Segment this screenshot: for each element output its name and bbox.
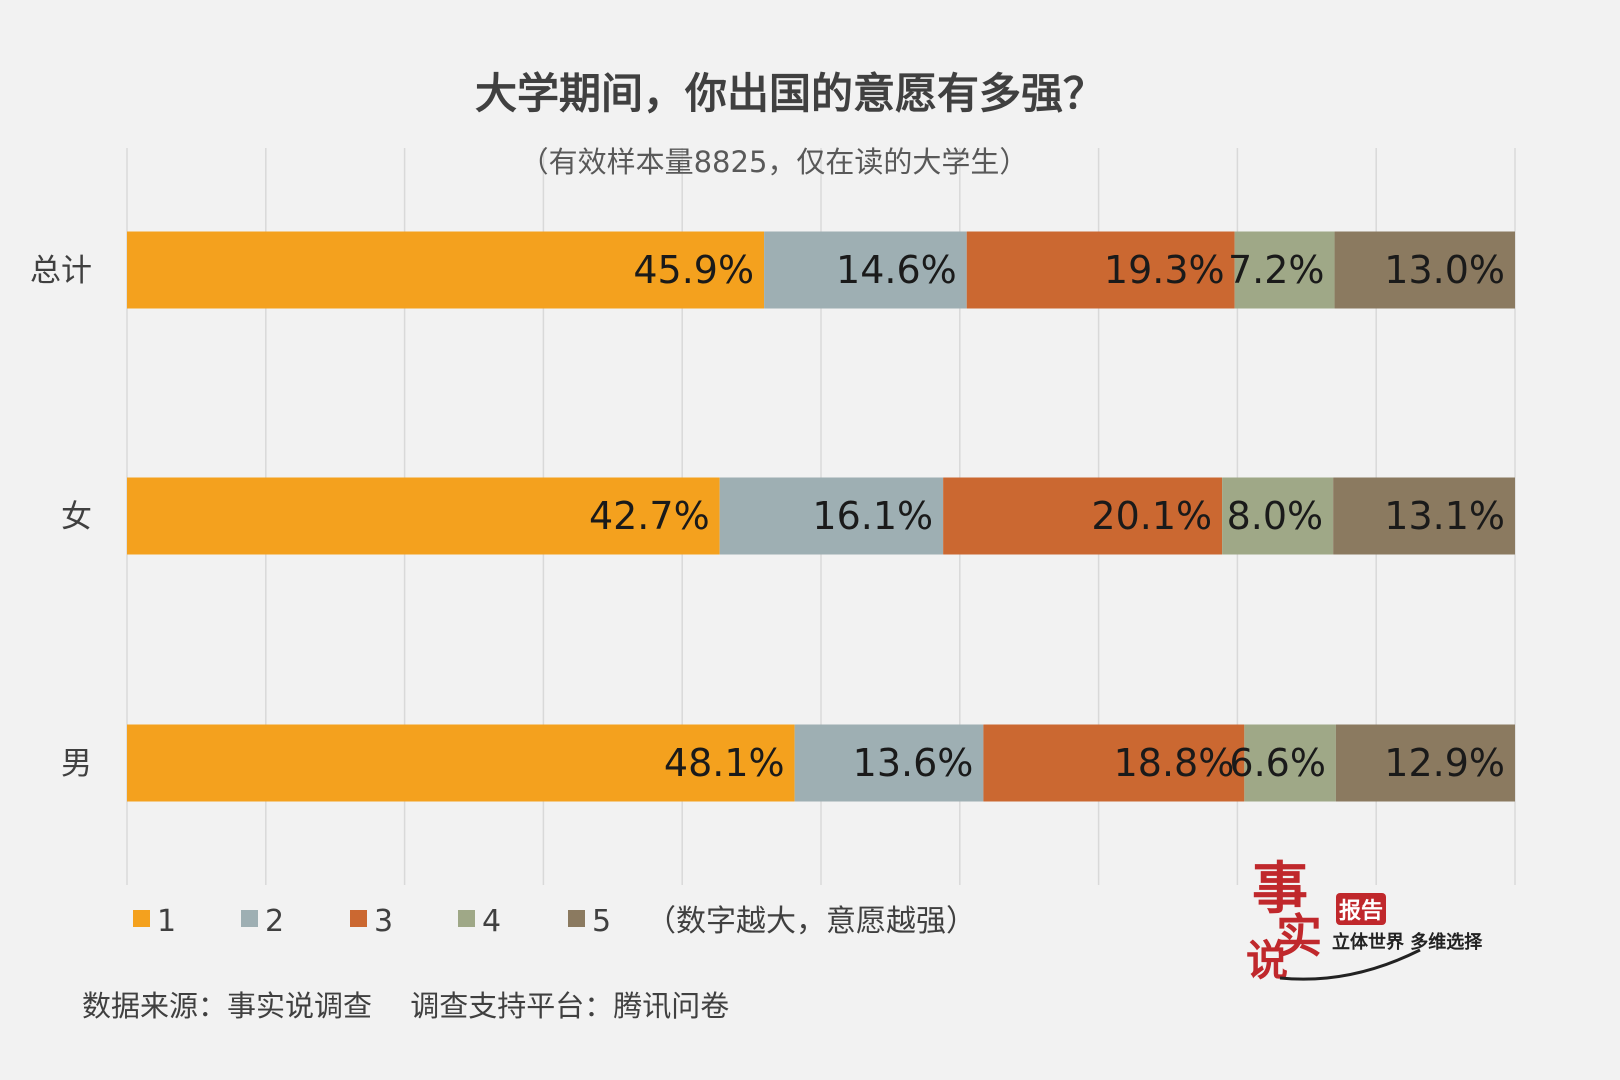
data-label: 18.8% <box>1114 741 1235 785</box>
data-label: 8.0% <box>1227 494 1324 538</box>
logo-glyph-1: 事 <box>1252 856 1308 922</box>
data-label: 13.6% <box>853 741 974 785</box>
bar-segment-4 <box>1222 477 1334 555</box>
labels-layer: 45.9% 14.6% 19.3% 7.2% 13.0% 总计 42.7% 16.1% 20.1… <box>30 248 1505 785</box>
bar-segment-1 <box>127 477 720 555</box>
logo-badge: 报告 <box>1339 899 1383 924</box>
legend: 1 2 3 4 5 <box>133 904 611 939</box>
logo-glyph-2: 实 <box>1276 909 1322 963</box>
bar-segment-2 <box>719 477 944 555</box>
legend-label-4: 4 <box>482 904 501 939</box>
bar-segment-1 <box>127 231 765 309</box>
bar-segment-2 <box>764 231 967 309</box>
chart-subtitle: （有效样本量8825，仅在读的大学生） <box>520 145 1029 179</box>
data-label: 13.0% <box>1384 248 1505 292</box>
data-label: 12.9% <box>1384 741 1505 785</box>
legend-label-3: 3 <box>374 904 393 939</box>
bar-segment-4 <box>1234 231 1335 309</box>
bar-segment-1 <box>127 724 795 802</box>
data-label: 20.1% <box>1091 494 1212 538</box>
bar-segment-3 <box>943 477 1223 555</box>
category-label: 男 <box>61 746 92 782</box>
legend-note: （数字越大，意愿越强） <box>646 904 976 939</box>
data-label: 42.7% <box>589 494 710 538</box>
bar-segment-3 <box>966 231 1235 309</box>
legend-label-2: 2 <box>265 904 284 939</box>
logo-slogan: 立体世界 多维选择 <box>1332 931 1483 953</box>
legend-swatch-3 <box>350 910 367 927</box>
bars-layer <box>127 231 1515 802</box>
logo-brush-stroke <box>1279 948 1421 981</box>
data-label: 6.6% <box>1229 741 1326 785</box>
logo-badge-bg <box>1336 893 1386 925</box>
legend-swatch-2 <box>241 910 258 927</box>
data-label: 45.9% <box>633 248 754 292</box>
brand-logo: 事 实 说 报告 立体世界 多维选择 <box>1246 856 1483 985</box>
category-label: 总计 <box>30 253 92 289</box>
data-label: 7.2% <box>1228 248 1325 292</box>
legend-swatch-1 <box>133 910 150 927</box>
bar-segment-4 <box>1244 724 1336 802</box>
data-source: 数据来源：事实说调查 调查支持平台：腾讯问卷 <box>82 989 729 1023</box>
bar-segment-3 <box>983 724 1245 802</box>
category-label: 女 <box>61 499 92 535</box>
data-label: 16.1% <box>812 494 933 538</box>
bar-segment-5 <box>1335 724 1515 802</box>
legend-swatch-5 <box>568 910 585 927</box>
data-label: 14.6% <box>836 248 957 292</box>
legend-label-5: 5 <box>592 904 611 939</box>
bar-segment-2 <box>794 724 984 802</box>
data-label: 13.1% <box>1384 494 1505 538</box>
legend-swatch-4 <box>458 910 475 927</box>
data-label: 48.1% <box>664 741 785 785</box>
legend-label-1: 1 <box>157 904 176 939</box>
chart-title: 大学期间，你出国的意愿有多强？ <box>475 69 1105 118</box>
data-label: 19.3% <box>1104 248 1225 292</box>
bar-segment-5 <box>1334 231 1515 309</box>
bar-segment-5 <box>1333 477 1515 555</box>
